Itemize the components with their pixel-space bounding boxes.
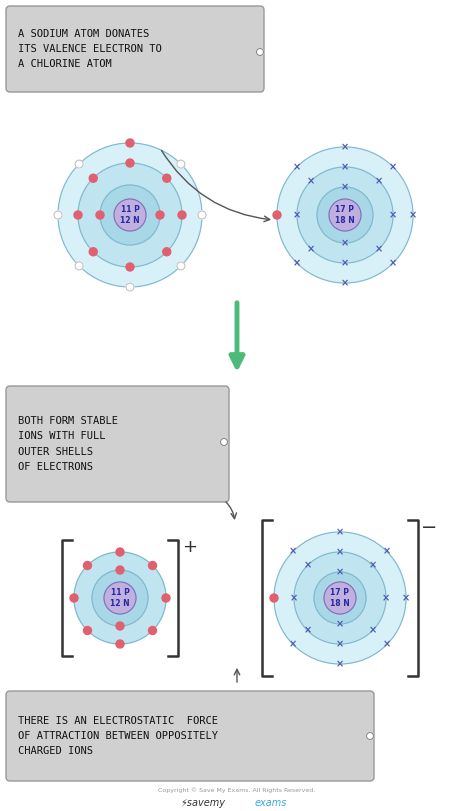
Text: ×: × xyxy=(409,210,417,220)
Text: A SODIUM ATOM DONATES
ITS VALENCE ELECTRON TO
A CHLORINE ATOM: A SODIUM ATOM DONATES ITS VALENCE ELECTR… xyxy=(18,29,162,69)
Circle shape xyxy=(273,211,281,219)
Circle shape xyxy=(114,199,146,231)
Text: exams: exams xyxy=(255,798,287,808)
Text: ×: × xyxy=(336,659,344,669)
Circle shape xyxy=(366,732,374,740)
Circle shape xyxy=(270,594,278,602)
Text: ×: × xyxy=(402,593,410,603)
Circle shape xyxy=(89,248,97,255)
Circle shape xyxy=(163,248,171,255)
Circle shape xyxy=(126,139,134,147)
Circle shape xyxy=(126,159,134,167)
Circle shape xyxy=(74,211,82,219)
FancyBboxPatch shape xyxy=(6,691,374,781)
FancyBboxPatch shape xyxy=(6,386,229,502)
Text: ×: × xyxy=(293,258,301,268)
Text: ×: × xyxy=(336,619,344,629)
Text: ×: × xyxy=(341,278,349,288)
FancyBboxPatch shape xyxy=(6,6,264,92)
Text: ×: × xyxy=(293,210,301,220)
Circle shape xyxy=(116,622,124,630)
Circle shape xyxy=(277,147,413,283)
Text: ×: × xyxy=(389,162,397,172)
Circle shape xyxy=(148,627,156,634)
Text: ×: × xyxy=(383,640,391,650)
Text: ×: × xyxy=(303,560,311,570)
Text: +: + xyxy=(182,538,197,556)
Text: ×: × xyxy=(375,244,383,254)
Text: ×: × xyxy=(336,567,344,577)
Circle shape xyxy=(75,262,83,270)
Text: −: − xyxy=(421,518,438,537)
Text: 11 P
12 N: 11 P 12 N xyxy=(120,204,140,225)
Circle shape xyxy=(89,174,97,182)
Text: ×: × xyxy=(307,244,315,254)
Circle shape xyxy=(274,532,406,664)
Circle shape xyxy=(177,262,185,270)
Circle shape xyxy=(83,561,91,569)
Text: ×: × xyxy=(382,593,390,603)
Text: ×: × xyxy=(375,176,383,186)
Text: Copyright © Save My Exams. All Rights Reserved.: Copyright © Save My Exams. All Rights Re… xyxy=(158,787,316,793)
Circle shape xyxy=(156,211,164,219)
Circle shape xyxy=(70,594,78,602)
Circle shape xyxy=(314,572,366,624)
Circle shape xyxy=(324,582,356,614)
Circle shape xyxy=(178,211,186,219)
Text: ×: × xyxy=(290,593,298,603)
Text: THERE IS AN ELECTROSTATIC  FORCE
OF ATTRACTION BETWEEN OPPOSITELY
CHARGED IONS: THERE IS AN ELECTROSTATIC FORCE OF ATTRA… xyxy=(18,716,218,756)
Circle shape xyxy=(104,582,136,614)
Circle shape xyxy=(83,627,91,634)
Circle shape xyxy=(329,199,361,231)
Text: ×: × xyxy=(368,625,376,636)
Text: ×: × xyxy=(289,547,297,556)
Circle shape xyxy=(116,640,124,648)
Circle shape xyxy=(78,163,182,267)
Circle shape xyxy=(116,566,124,574)
Text: ×: × xyxy=(341,162,349,172)
Text: ×: × xyxy=(341,182,349,192)
Circle shape xyxy=(220,439,228,445)
Circle shape xyxy=(126,283,134,291)
Text: ×: × xyxy=(383,547,391,556)
Circle shape xyxy=(256,49,264,55)
Text: 17 P
18 N: 17 P 18 N xyxy=(330,588,350,608)
Text: ×: × xyxy=(341,258,349,268)
Text: 11 P
12 N: 11 P 12 N xyxy=(110,588,130,608)
Circle shape xyxy=(198,211,206,219)
Circle shape xyxy=(54,211,62,219)
Text: ×: × xyxy=(289,640,297,650)
Circle shape xyxy=(75,160,83,168)
Text: ×: × xyxy=(341,238,349,248)
Circle shape xyxy=(96,211,104,219)
Circle shape xyxy=(294,552,386,644)
Circle shape xyxy=(58,143,202,287)
Text: 17 P
18 N: 17 P 18 N xyxy=(335,204,355,225)
Circle shape xyxy=(100,185,160,245)
Circle shape xyxy=(148,561,156,569)
Text: ×: × xyxy=(368,560,376,570)
Text: ×: × xyxy=(389,210,397,220)
Text: ×: × xyxy=(293,162,301,172)
Text: ×: × xyxy=(307,176,315,186)
Text: ×: × xyxy=(336,547,344,557)
Circle shape xyxy=(177,160,185,168)
Text: ⚡savemy: ⚡savemy xyxy=(180,798,225,808)
Text: ×: × xyxy=(389,258,397,268)
Text: BOTH FORM STABLE
IONS WITH FULL
OUTER SHELLS
OF ELECTRONS: BOTH FORM STABLE IONS WITH FULL OUTER SH… xyxy=(18,416,118,472)
Circle shape xyxy=(297,167,393,263)
Circle shape xyxy=(74,552,166,644)
Circle shape xyxy=(163,174,171,182)
Circle shape xyxy=(92,570,148,626)
Circle shape xyxy=(126,263,134,271)
Circle shape xyxy=(116,548,124,556)
Text: ×: × xyxy=(336,639,344,649)
Text: ×: × xyxy=(303,625,311,636)
Circle shape xyxy=(162,594,170,602)
Text: ×: × xyxy=(336,527,344,537)
Circle shape xyxy=(317,187,373,243)
Text: ×: × xyxy=(341,142,349,152)
